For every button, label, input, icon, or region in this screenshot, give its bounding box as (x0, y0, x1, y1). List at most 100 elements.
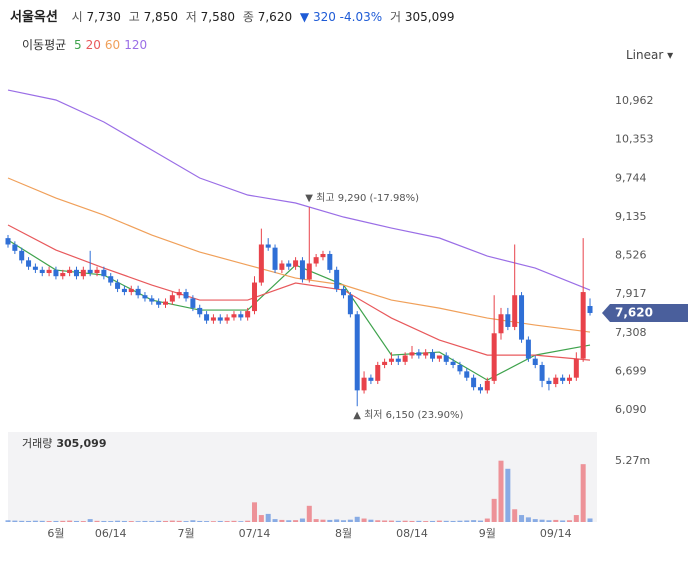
volume-bar (361, 518, 367, 522)
value: 7,580 (200, 10, 236, 24)
volume-bar (341, 520, 347, 522)
volume-bar (546, 520, 552, 522)
candle-body (224, 317, 230, 321)
volume-bar (258, 515, 264, 522)
volume-bar (553, 519, 559, 522)
volume-bar (580, 464, 586, 522)
scale-selector[interactable]: Linear ▾ (626, 48, 674, 62)
candle-body (210, 317, 216, 321)
candle-body (560, 377, 566, 381)
volume-bar (498, 460, 504, 522)
annotation-high: ▼ 최고 9,290 (-17.98%) (305, 192, 419, 204)
x-tick-label: 08/14 (396, 527, 428, 540)
candle-body (53, 269, 59, 277)
moving-average (7, 177, 591, 333)
label: 저 (185, 10, 197, 24)
candle-body (101, 269, 107, 277)
volume-bar (457, 520, 463, 522)
volume-bar (347, 519, 353, 522)
volume-bar (409, 520, 415, 522)
label: 거 (389, 10, 402, 24)
volume-tick-label: 5.27m (615, 454, 650, 467)
label: 고 (128, 10, 140, 24)
volume-bar (388, 520, 394, 522)
volume-bar (204, 521, 210, 522)
volume-bar (19, 520, 25, 522)
volume-bar (26, 520, 32, 522)
volume-bar (334, 519, 340, 522)
candle-body (539, 364, 545, 381)
value: 7,730 (86, 10, 121, 24)
candle-body (108, 276, 114, 283)
volume-title-label: 거래량 (22, 437, 52, 450)
candle-body (60, 273, 66, 277)
candle-body (491, 333, 497, 381)
candle-body (80, 269, 86, 277)
candle-body (197, 307, 203, 315)
volume-bar (190, 520, 196, 522)
y-tick-label: 7,308 (615, 326, 647, 339)
value: 305,099 (404, 10, 455, 24)
volume-bar (382, 520, 388, 522)
volume-bar (12, 520, 18, 522)
volume-bar (73, 520, 79, 522)
volume-bar (238, 521, 244, 522)
volume-bar (354, 516, 360, 522)
volume-bar (519, 515, 525, 522)
candle-body (450, 361, 456, 365)
candle-body (484, 380, 490, 391)
volume-bar (423, 521, 429, 522)
x-tick-label: 6월 (47, 527, 64, 540)
candle-body (375, 364, 381, 381)
candle-body (361, 377, 367, 391)
candle-body (464, 371, 470, 378)
candle-body (183, 292, 189, 299)
volume-bar (279, 519, 285, 522)
volume-bar (210, 521, 216, 522)
volume-bar (265, 513, 271, 522)
y-tick-label: 8,526 (615, 249, 647, 262)
candle-body (169, 295, 175, 302)
volume-bar (505, 468, 511, 522)
volume-bar (532, 519, 538, 522)
candle-body (313, 257, 319, 264)
volume-title-value: 305,099 (56, 437, 106, 450)
candle-body (299, 260, 305, 280)
label: 시 (71, 10, 83, 24)
volume-bar (135, 521, 141, 522)
candle-body (5, 238, 11, 245)
candle-body (286, 263, 292, 267)
x-tick-label: 09/14 (540, 527, 572, 540)
candle-body (471, 377, 477, 388)
volume-bar (320, 519, 326, 522)
x-tick-label: 07/14 (239, 527, 271, 540)
stock-name: 서울옥션 (10, 10, 58, 25)
volume-bar (491, 498, 497, 522)
y-tick-label: 9,744 (615, 171, 647, 184)
candle-body (12, 244, 18, 251)
volume-bar (525, 517, 531, 522)
volume-bar (450, 520, 456, 522)
candle-body (190, 298, 196, 308)
volume-bar (142, 520, 148, 522)
volume-bar (402, 520, 408, 522)
candle-body (587, 306, 593, 313)
candle-body (354, 314, 360, 391)
candle-body (402, 355, 408, 362)
candle-body (121, 288, 127, 293)
volume-bar (539, 519, 545, 522)
volume-bar (573, 515, 579, 522)
volume-bar (416, 520, 422, 522)
candle-body (382, 361, 388, 365)
candle-body (519, 295, 525, 340)
volume-bar (464, 520, 470, 522)
candle-body (87, 269, 93, 274)
volume-bar (67, 520, 73, 522)
change: ▼ 320 -4.03% (299, 10, 383, 24)
volume-bar (560, 520, 566, 522)
candle-body (272, 247, 278, 270)
candle-body (231, 314, 237, 318)
candle-body (430, 352, 436, 359)
y-tick-label: 10,962 (615, 94, 654, 107)
